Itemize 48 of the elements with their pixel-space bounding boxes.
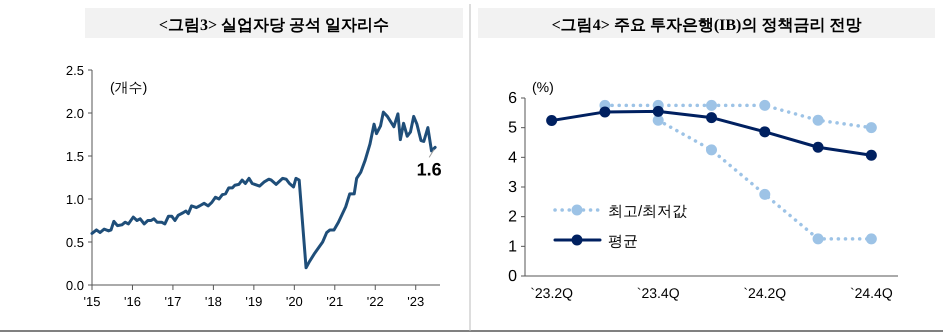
x-tick-label: '19 — [245, 294, 262, 309]
y-tick-label: 5 — [508, 120, 518, 137]
point — [546, 115, 558, 126]
point — [599, 106, 610, 118]
point — [706, 112, 717, 124]
y-tick-label: 1 — [508, 238, 518, 256]
point — [706, 100, 717, 111]
x-tick-label: `23.2Q — [530, 285, 574, 301]
point — [652, 106, 664, 117]
point — [759, 188, 770, 200]
point — [812, 114, 824, 126]
y-tick-label: 2 — [508, 208, 518, 226]
x-tick-label: '22 — [366, 294, 384, 309]
y-axis-title: (%) — [532, 79, 554, 95]
y-tick-label: 6 — [508, 90, 518, 107]
y-tick-label: 2.0 — [66, 106, 84, 121]
legend-label: 평균 — [608, 233, 638, 250]
point — [812, 142, 824, 153]
x-tick-label: `24.4Q — [850, 285, 893, 301]
chart-title: <그림3> 실업자당 공석 일자리수 — [158, 17, 390, 34]
point — [759, 126, 770, 138]
x-tick-label: '16 — [124, 294, 141, 309]
point — [759, 100, 770, 111]
x-tick-label: `24.2Q — [743, 285, 786, 301]
y-tick-label: 4 — [508, 149, 518, 166]
y-tick-label: 0 — [508, 268, 518, 285]
x-tick-label: '17 — [164, 294, 182, 309]
y-tick-label: 0.5 — [66, 235, 84, 250]
y-tick-label: 0.0 — [66, 278, 84, 293]
point — [866, 233, 877, 244]
x-tick-label: '23 — [407, 294, 424, 309]
legend-label: 최고/최저값 — [608, 203, 688, 220]
annotation: 1.6 — [416, 159, 442, 180]
point — [866, 150, 877, 161]
y-tick-label: 2.5 — [66, 63, 84, 78]
y-axis-title: (개수) — [110, 79, 148, 95]
y-tick-label: 1.0 — [66, 192, 84, 207]
point — [866, 122, 877, 134]
chart-title: <그림4> 주요 투자은행(IB)의 정책금리 전망 — [552, 17, 862, 34]
x-tick-label: '21 — [326, 294, 344, 309]
x-tick-label: '15 — [84, 294, 100, 309]
point — [812, 233, 824, 244]
point — [706, 144, 717, 156]
x-tick-label: `23.4Q — [636, 285, 680, 301]
y-tick-label: 1.5 — [66, 149, 84, 164]
x-tick-label: '18 — [204, 294, 222, 309]
y-tick-label: 3 — [508, 179, 518, 196]
x-tick-label: '20 — [286, 294, 303, 309]
